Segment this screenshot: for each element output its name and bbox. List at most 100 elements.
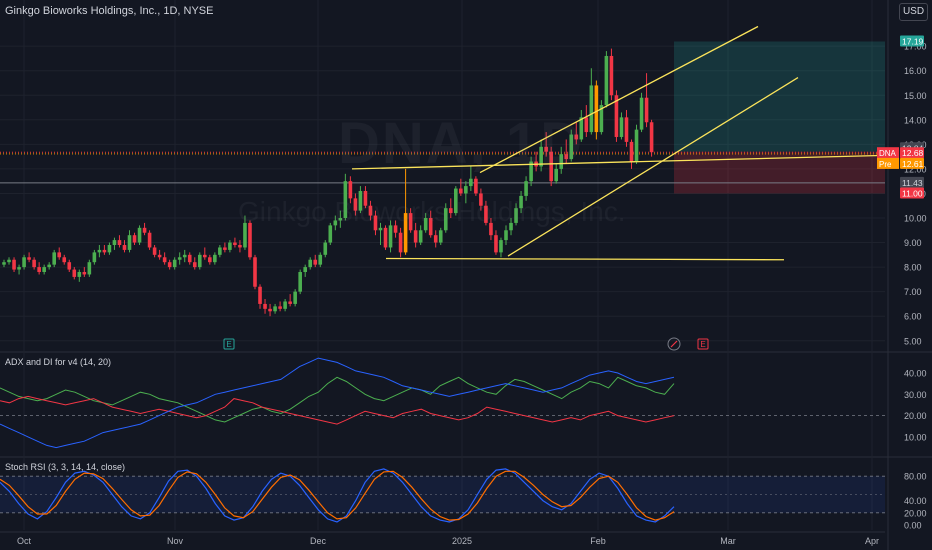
price-label-prefix: DNA [879,149,897,158]
price-label-box [900,35,924,47]
candle-body [423,218,428,231]
candle-body [17,267,21,270]
candle-body [644,97,649,123]
stoch-series-line [0,470,675,521]
candle-body [363,190,368,206]
candle-body [122,245,127,250]
candle-body [614,95,619,137]
candle-body [348,181,353,199]
candle-body [494,235,498,253]
candle-body [102,249,107,253]
time-axis-label: Dec [310,536,327,546]
candle-body [464,186,468,194]
candle-body [358,190,363,211]
stoch-tick-label: 0.00 [904,521,922,531]
candle-body [413,230,418,243]
candle-body [489,222,493,236]
price-label-prefix-box [877,147,899,159]
candle-body [162,257,167,263]
candle-body [589,85,594,133]
price-tick-label: 16.00 [904,66,927,76]
candle-body [353,198,358,211]
candle-body [72,269,77,277]
adx-panel-title: ADX and DI for v4 (14, 20) [5,357,112,367]
candle-body [268,308,272,312]
candle-body [223,247,227,250]
candle-body [559,154,564,169]
currency-button[interactable]: USD [899,3,928,21]
candle-body [433,235,438,243]
candle-body [554,168,558,182]
candle-body [318,254,323,265]
candle-body [52,252,56,265]
candle-body [539,146,543,167]
candle-body [62,257,67,263]
time-axis-label: Mar [720,536,736,546]
candle-body [484,205,488,223]
candle-body [192,262,197,268]
earnings-event-marker [697,338,709,350]
target-zone [674,41,885,152]
adx-series-line [0,357,675,449]
candle-body [454,188,458,214]
candle-body [308,259,313,268]
price-tick-label: 9.00 [904,238,922,248]
candle-body [529,161,533,182]
candle-body [514,208,518,223]
price-label-prefix: Pre [879,160,892,169]
candle-body [544,146,548,152]
candle-body [443,208,448,231]
candle-body [233,242,237,246]
candle-body [298,272,302,292]
candle-body [248,222,252,258]
candle-body [283,301,287,309]
trendline-base [385,257,785,261]
watermark-name: Ginkgo Bioworks Holdings, Inc. [238,196,626,227]
candle-body [313,259,318,265]
price-tick-label: 17.00 [904,42,927,52]
price-tick-label: 14.00 [904,115,927,125]
candle-body [2,262,6,265]
candle-body [574,134,579,140]
adx-series-line [0,395,675,425]
candle-body [147,232,152,248]
price-label: 12.61 [902,159,924,169]
candle-body [67,262,72,270]
candle-body [504,230,508,241]
candle-body [273,306,277,312]
candle-body [418,230,423,243]
candle-body [42,267,46,273]
adx-tick-label: 10.00 [904,432,927,442]
trendline-channel-lower [507,77,799,257]
candle-body [333,220,338,226]
candle-body [57,252,62,258]
earnings-event-label: E [226,340,231,349]
candle-body [609,55,614,96]
candle-body [32,259,36,268]
candle-body [132,235,137,243]
price-label-box [900,157,924,169]
price-tick-label: 10.00 [904,214,927,224]
candle-body [323,242,328,255]
candle-body [373,215,378,231]
price-label-box [900,176,924,188]
candle-body [549,151,553,182]
candle-body [459,188,463,194]
watermark-symbol: DNA, 1D [338,111,585,176]
time-axis-label: Oct [17,536,32,546]
candle-body [288,301,292,304]
candle-body [218,247,222,255]
price-tick-label: 7.00 [904,287,922,297]
candle-body [338,218,343,221]
candle-body [213,254,217,263]
time-axis-label: Feb [590,536,606,546]
stoch-tick-label: 20.00 [904,508,927,518]
stoch-tick-label: 80.00 [904,472,927,482]
candle-body [639,97,644,130]
candle-body [649,122,654,153]
price-tick-label: 15.00 [904,91,927,101]
candle-body [238,245,242,248]
price-tick-label: 8.00 [904,263,922,273]
candle-body [469,178,473,187]
